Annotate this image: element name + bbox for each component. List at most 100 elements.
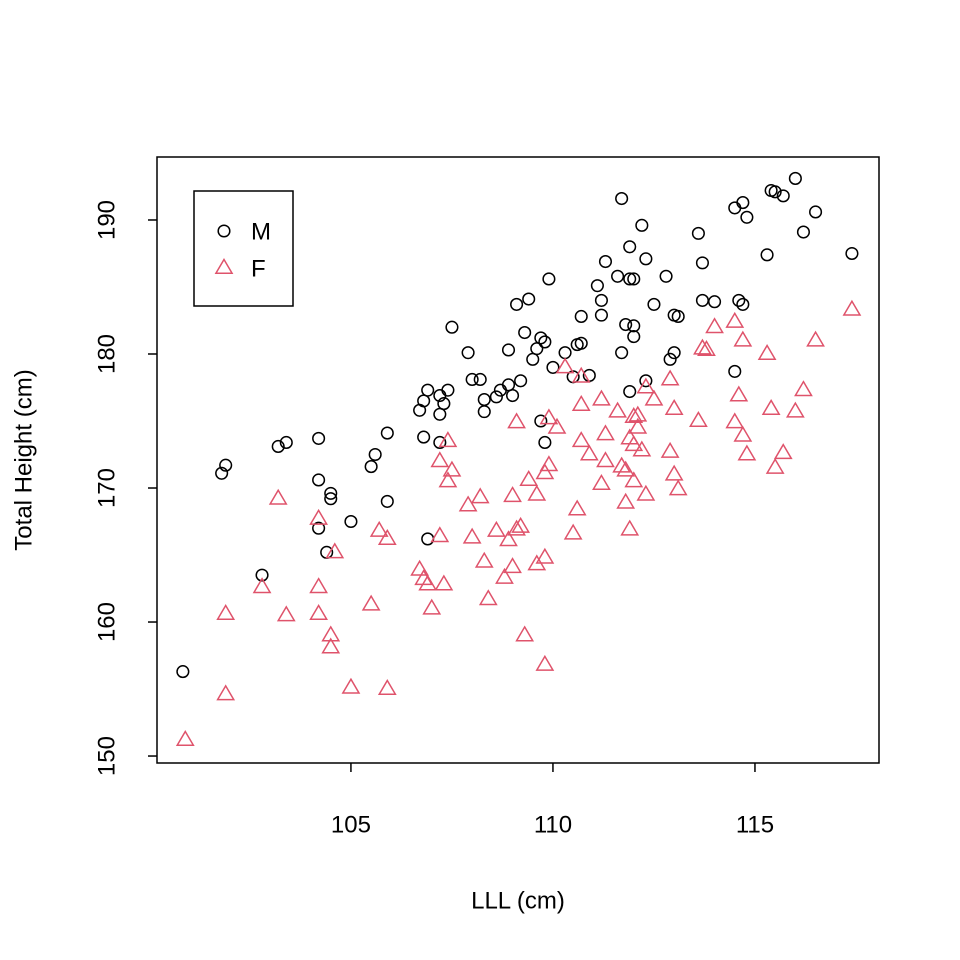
circle-point [639,374,653,388]
triangle-point [507,412,526,429]
circle-point [433,407,447,421]
circle-point [368,447,382,462]
triangle-point [361,594,381,611]
circle-point [522,292,536,306]
triangle-point [527,484,547,501]
triangle-point [579,444,599,461]
triangle-point [660,369,680,386]
triangle-point [430,451,450,468]
circle-point [255,568,269,582]
circle-point [312,473,326,487]
triangle-point [563,523,583,540]
circle-point [594,308,608,322]
triangle-point [519,469,539,486]
circle-point [364,460,378,474]
circle-point [695,256,709,270]
triangle-point [325,542,345,559]
y-tick-label: 160 [93,602,120,642]
circle-point [421,383,435,397]
triangle-point [369,520,389,537]
circle-point [663,352,677,366]
triangle-point [535,654,555,671]
circle-point [619,317,633,332]
circle-point [740,210,754,224]
x-axis-title: LLL (cm) [471,887,565,914]
plot-frame [156,156,880,764]
triangle-point [470,487,490,504]
circle-point [627,319,641,333]
circle-point [691,226,705,240]
y-tick-label: 170 [93,468,120,508]
triangle-point [636,377,656,394]
circle-point [639,252,653,266]
x-tick-label: 110 [534,811,572,838]
triangle-point [632,440,652,457]
circle-point [518,326,532,340]
triangle-point [535,547,555,564]
circle-point [271,439,285,454]
circle-point [627,330,641,344]
triangle-point [592,474,611,491]
triangle-point [757,344,777,361]
circle-point [344,514,358,529]
legend-marker [217,224,231,238]
triangle-point [434,574,454,591]
triangle-point [571,366,591,383]
triangle-point [668,479,688,496]
circle-point [574,309,588,324]
triangle-point [693,338,712,355]
triangle-point [503,486,522,503]
triangle-point [571,431,591,448]
triangle-point [616,492,636,509]
triangle-point [511,516,531,533]
circle-point [611,269,625,283]
circle-point [473,372,487,387]
triangle-point [596,451,615,468]
circle-point [215,466,229,480]
triangle-point [733,425,753,442]
circle-point [534,331,548,345]
triangle-point [507,519,526,536]
circle-point [312,521,326,535]
circle-point [732,293,746,307]
circle-point [417,430,431,444]
triangle-point [321,625,341,642]
triangle-point [689,411,708,428]
triangle-point [478,589,498,606]
circle-point [768,185,782,199]
triangle-point [539,455,559,472]
circle-point [324,492,338,506]
circle-point [659,269,673,283]
triangle-point [729,385,749,402]
circle-point [574,336,588,350]
triangle-point [547,417,567,434]
legend-label: F [251,255,266,282]
triangle-point [725,412,745,429]
triangle-point [418,574,438,591]
circle-point [380,494,394,508]
triangle-point [571,394,591,411]
triangle-point [785,401,805,418]
circle-point [279,435,293,449]
circle-point [736,196,750,210]
triangle-point [620,519,640,536]
triangle-point [216,684,236,701]
circle-point [514,374,528,388]
triangle-point [628,405,648,422]
y-tick-label: 180 [93,334,120,374]
triangle-point [765,457,785,474]
triangle-point [737,444,757,461]
triangle-point [664,398,684,415]
circle-point [465,372,479,387]
circle-point [615,346,629,360]
circle-point [176,665,190,679]
circle-point [647,297,661,311]
triangle-point [705,317,724,334]
triangle-point [592,389,611,406]
triangle-point [567,499,587,516]
triangle-point [503,557,522,574]
circle-point [776,189,790,203]
circle-point [796,225,810,239]
circle-point [667,346,681,360]
